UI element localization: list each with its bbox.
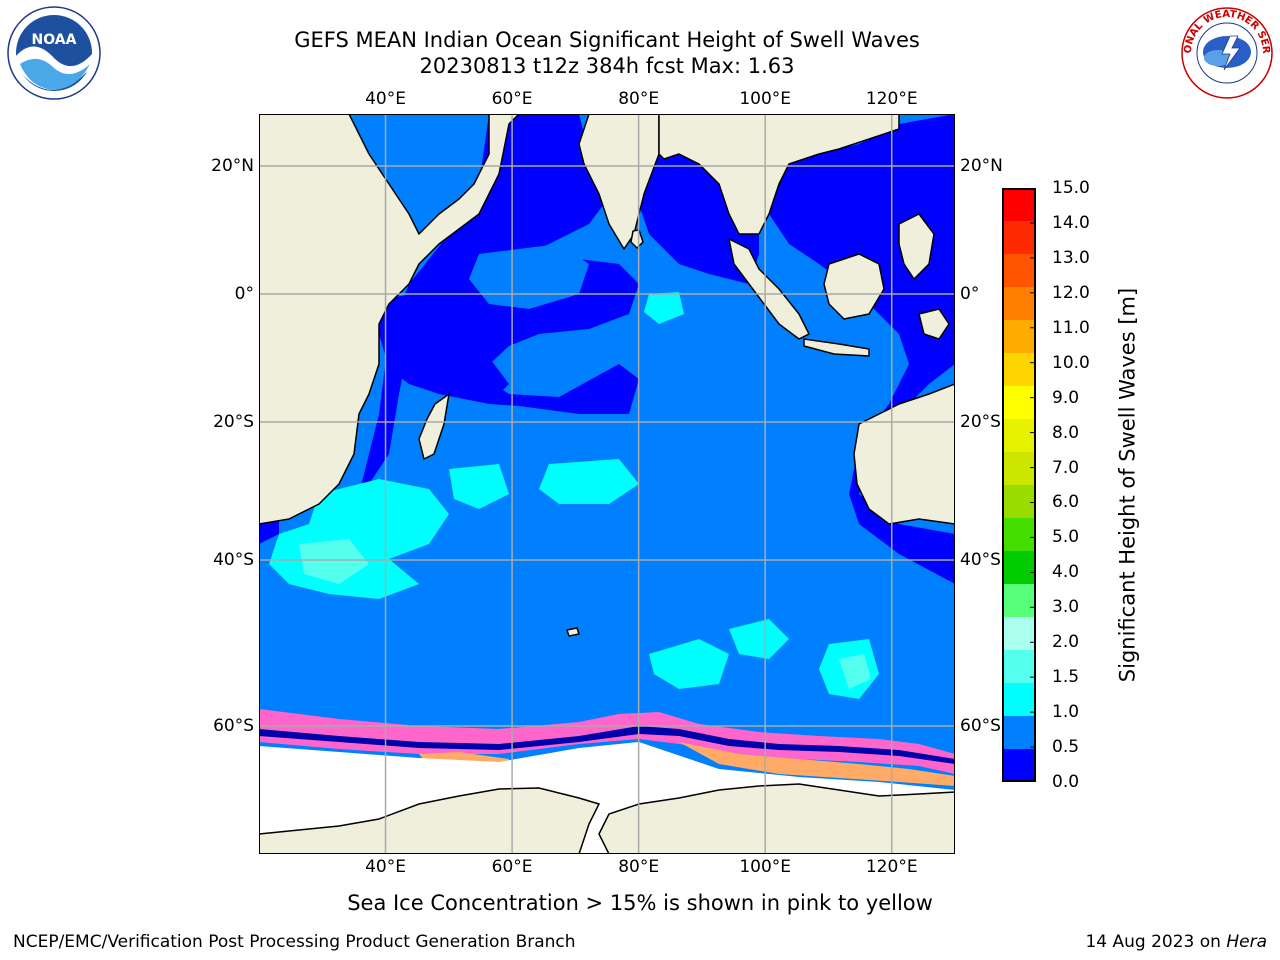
- colorbar-segment: [1002, 386, 1036, 420]
- colorbar-segment: [1002, 716, 1036, 750]
- nws-logo: NATIONAL WEATHER SERVICE: [1178, 6, 1273, 99]
- high-swell-patches-light: [299, 539, 871, 689]
- colorbar-segment: [1002, 188, 1036, 222]
- map-panel: [259, 114, 955, 854]
- colorbar-segment: [1002, 221, 1036, 255]
- colorbar-tick-label: 15.0: [1052, 178, 1090, 198]
- colorbar-segment: [1002, 518, 1036, 552]
- footer-date-text: 14 Aug 2023 on: [1085, 932, 1227, 952]
- colorbar-segment: [1002, 353, 1036, 387]
- colorbar: [1002, 188, 1036, 782]
- x-tick-label-bottom: 100°E: [739, 857, 792, 877]
- x-tick-label-top: 40°E: [365, 89, 406, 109]
- colorbar-tick-label: 0.5: [1052, 737, 1080, 758]
- colorbar-tick-label: 6.0: [1052, 492, 1080, 513]
- colorbar-tick-label: 2.0: [1052, 632, 1080, 653]
- colorbar-tick-label: 10.0: [1052, 352, 1090, 373]
- graticule: [259, 114, 955, 854]
- colorbar-tick-label: 3.0: [1052, 597, 1080, 618]
- footer-credit: NCEP/EMC/Verification Post Processing Pr…: [13, 932, 576, 952]
- colorbar-tick-label: 1.0: [1052, 702, 1080, 723]
- colorbar-segment: [1002, 584, 1036, 618]
- colorbar-segment: [1002, 650, 1036, 684]
- colorbar-segment: [1002, 254, 1036, 288]
- x-tick-label-bottom: 40°E: [365, 857, 406, 877]
- colorbar-tick-label: 11.0: [1052, 317, 1090, 338]
- y-tick-label-left: 60°S: [213, 716, 254, 736]
- colorbar-segment: [1002, 485, 1036, 519]
- footer-machine: Hera: [1226, 932, 1267, 952]
- colorbar-tick-label: 13.0: [1052, 247, 1090, 268]
- y-tick-label-right: 60°S: [960, 716, 1001, 736]
- colorbar-segment: [1002, 749, 1036, 782]
- y-tick-label-right: 20°N: [960, 156, 1003, 176]
- colorbar-segment: [1002, 683, 1036, 717]
- y-tick-label-left: 20°N: [211, 156, 254, 176]
- colorbar-segment: [1002, 617, 1036, 651]
- colorbar-tick-label: 4.0: [1052, 562, 1080, 583]
- land-antarctica: [259, 783, 955, 854]
- colorbar-tick-label: 5.0: [1052, 527, 1080, 548]
- x-tick-label-top: 100°E: [739, 89, 792, 109]
- y-tick-label-right: 40°S: [960, 550, 1001, 570]
- y-tick-label-right: 20°S: [960, 412, 1001, 432]
- sea-ice-note: Sea Ice Concentration > 15% is shown in …: [347, 891, 933, 915]
- noaa-logo: NOAA: [7, 6, 101, 100]
- x-tick-label-bottom: 120°E: [865, 857, 918, 877]
- x-tick-label-bottom: 60°E: [491, 857, 533, 877]
- x-tick-label-top: 120°E: [865, 89, 918, 109]
- sea-ice-edge-pink: [259, 709, 955, 774]
- colorbar-segment: [1002, 287, 1036, 321]
- colorbar-segment: [1002, 320, 1036, 354]
- colorbar-segment: [1002, 551, 1036, 585]
- colorbar-tick-label: 7.0: [1052, 457, 1080, 478]
- x-tick-label-bottom: 80°E: [618, 857, 660, 877]
- colorbar-segment: [1002, 452, 1036, 486]
- sea-ice-edge-blue: [259, 726, 955, 764]
- colorbar-tick-label: 9.0: [1052, 387, 1080, 408]
- y-tick-label-right: 0°: [960, 284, 980, 304]
- colorbar-tick-label: 1.5: [1052, 667, 1080, 688]
- colorbar-tick-label: 14.0: [1052, 212, 1090, 233]
- colorbar-segment: [1002, 419, 1036, 453]
- colorbar-tick-label: 12.0: [1052, 282, 1090, 303]
- y-tick-label-left: 0°: [234, 284, 254, 304]
- chart-subtitle: 20230813 t12z 384h fcst Max: 1.63: [419, 54, 795, 78]
- x-tick-label-top: 80°E: [618, 89, 660, 109]
- mid-swell-patch: [469, 244, 589, 309]
- footer-date: 14 Aug 2023 on Hera: [1085, 932, 1267, 952]
- y-tick-label-left: 20°S: [213, 412, 254, 432]
- colorbar-label: Significant Height of Swell Waves [m]: [1115, 287, 1140, 683]
- noaa-logo-text: NOAA: [32, 32, 77, 48]
- colorbar-tick-label: 8.0: [1052, 422, 1080, 443]
- colorbar-tick-label: 0.0: [1052, 772, 1080, 792]
- chart-title: GEFS MEAN Indian Ocean Significant Heigh…: [294, 28, 920, 52]
- y-tick-label-left: 40°S: [213, 550, 254, 570]
- x-tick-label-top: 60°E: [491, 89, 533, 109]
- sea-ice-edge-orange-2: [679, 742, 955, 786]
- colorbar-frame: [1002, 188, 1036, 782]
